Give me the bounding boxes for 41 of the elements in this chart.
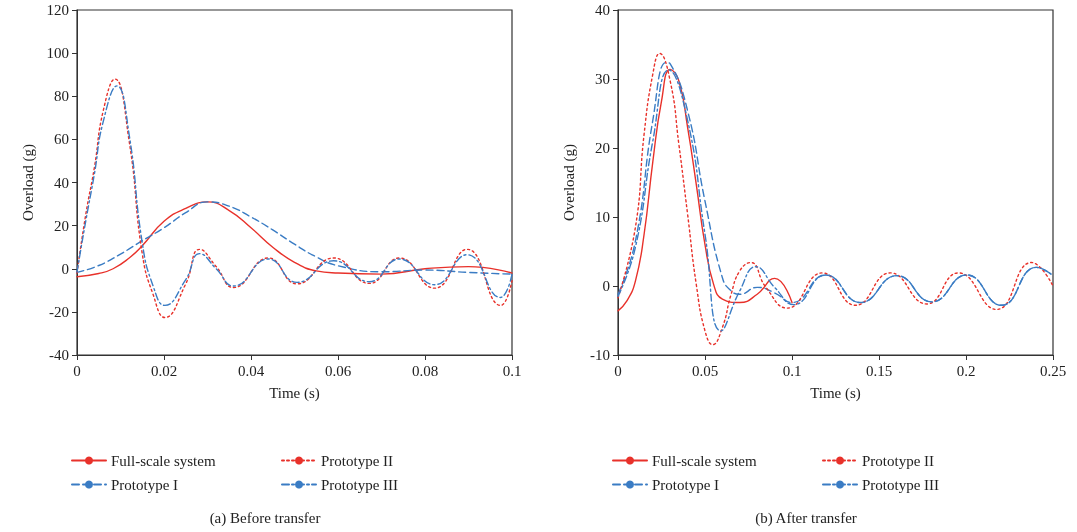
legend-label: Prototype II	[321, 452, 394, 469]
x-tick-label: 0.05	[691, 362, 719, 379]
x-tick-label: 0	[614, 362, 622, 379]
y-tick-label: 0	[61, 260, 69, 277]
y-tick-label: 120	[46, 2, 69, 18]
x-tick-label: 0.2	[956, 362, 976, 379]
x-axis-title: Time (s)	[269, 384, 320, 402]
y-axis-title: Overload (g)	[560, 143, 578, 222]
y-tick-label: 100	[46, 45, 69, 62]
y-tick-label: -20	[49, 303, 69, 320]
x-tick-label: 0.02	[150, 362, 178, 379]
x-tick-label: 0	[73, 362, 81, 379]
y-axis-title: Overload (g)	[19, 143, 37, 222]
legend-label: Prototype I	[111, 476, 179, 493]
y-tick-label: 10	[595, 209, 610, 225]
legend-label: Prototype III	[862, 476, 940, 493]
text: (a) Before transfer	[209, 509, 321, 527]
y-tick-label: 40	[595, 2, 610, 18]
x-axis-title: Time (s)	[810, 384, 861, 402]
x-tick-label: 0.08	[411, 362, 439, 379]
x-tick-label: 0.25	[1039, 362, 1067, 379]
x-tick-label: 0.04	[237, 362, 265, 379]
legend-label: Full-scale system	[111, 452, 216, 469]
legend-label: Full-scale system	[652, 452, 757, 469]
y-tick-label: 0	[602, 278, 610, 294]
y-tick-label: 20	[595, 140, 610, 156]
x-tick-label: 0.15	[865, 362, 893, 379]
x-tick-label: 0.1	[782, 362, 802, 379]
legend-label: Prototype I	[652, 476, 720, 493]
x-tick-label: 0.06	[324, 362, 352, 379]
x-tick-label: 0.1	[502, 362, 522, 379]
legend-label: Prototype III	[321, 476, 399, 493]
y-tick-label: -40	[49, 347, 69, 363]
text: (b) After transfer	[755, 509, 857, 527]
y-tick-label: 40	[54, 174, 69, 191]
y-tick-label: 60	[54, 131, 69, 148]
y-tick-label: 30	[595, 71, 610, 87]
y-tick-label: -10	[590, 347, 610, 363]
y-tick-label: 80	[54, 88, 69, 105]
y-tick-label: 20	[54, 217, 69, 234]
legend-label: Prototype II	[862, 452, 935, 469]
